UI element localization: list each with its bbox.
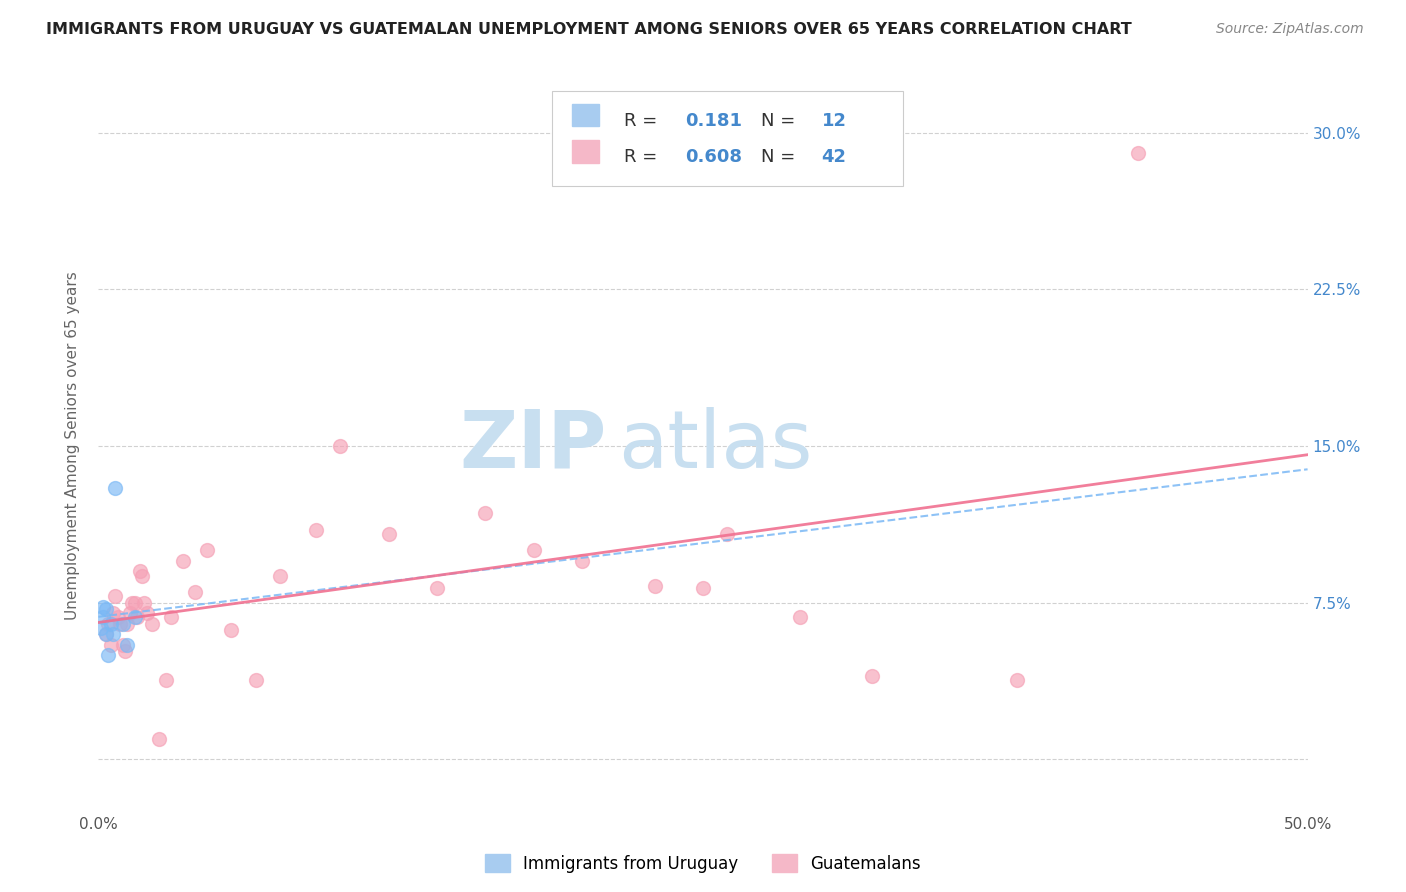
Point [101,606,124,620]
Point [184,585,207,599]
Point [221,623,243,637]
Text: Source: ZipAtlas.com: Source: ZipAtlas.com [1216,22,1364,37]
Text: R =: R = [624,148,664,166]
Point [245,673,267,687]
Text: N =: N = [761,148,801,166]
Point [117,616,139,631]
Point [111,616,134,631]
Point [127,610,149,624]
FancyBboxPatch shape [572,103,599,127]
Point [644,579,666,593]
FancyBboxPatch shape [551,91,903,186]
Point [104,590,127,604]
Point [155,673,177,687]
Point [134,596,156,610]
Point [141,616,163,631]
Point [172,554,194,568]
Point [111,638,134,652]
Point [114,644,136,658]
Point [90,621,112,635]
Point [108,616,131,631]
Text: 12: 12 [821,112,846,129]
Point [117,638,139,652]
Point [426,581,449,595]
Y-axis label: Unemployment Among Seniors over 65 years: Unemployment Among Seniors over 65 years [65,272,80,620]
Text: 0.181: 0.181 [685,112,742,129]
Text: ZIP: ZIP [458,407,606,485]
Point [101,627,124,641]
Text: N =: N = [761,112,801,129]
Point [91,599,114,614]
Point [160,610,183,624]
Point [571,554,593,568]
Point [100,638,122,652]
Text: 42: 42 [821,148,846,166]
Point [148,731,170,746]
FancyBboxPatch shape [572,140,599,163]
Point [474,506,496,520]
Point [121,596,143,610]
Point [269,568,291,582]
Point [860,669,883,683]
Text: 0.608: 0.608 [685,148,742,166]
Point [523,543,546,558]
Point [91,610,114,624]
Point [94,627,117,641]
Point [100,616,122,631]
Point [1007,673,1029,687]
Point [131,568,153,582]
Point [128,565,150,579]
Point [692,581,714,595]
Point [1128,146,1150,161]
Text: IMMIGRANTS FROM URUGUAY VS GUATEMALAN UNEMPLOYMENT AMONG SENIORS OVER 65 YEARS C: IMMIGRANTS FROM URUGUAY VS GUATEMALAN UN… [46,22,1132,37]
Point [329,439,352,453]
Point [94,602,117,616]
Point [305,523,328,537]
Point [195,543,218,558]
Point [789,610,811,624]
Point [716,526,738,541]
Point [124,596,146,610]
Point [97,648,120,662]
Text: R =: R = [624,112,664,129]
Point [118,606,141,620]
Point [94,627,117,641]
Point [135,606,157,620]
Point [124,610,146,624]
Point [97,616,120,631]
Text: atlas: atlas [619,407,813,485]
Point [107,610,129,624]
Point [377,526,399,541]
Point [104,481,127,495]
Legend: Immigrants from Uruguay, Guatemalans: Immigrants from Uruguay, Guatemalans [478,847,928,880]
